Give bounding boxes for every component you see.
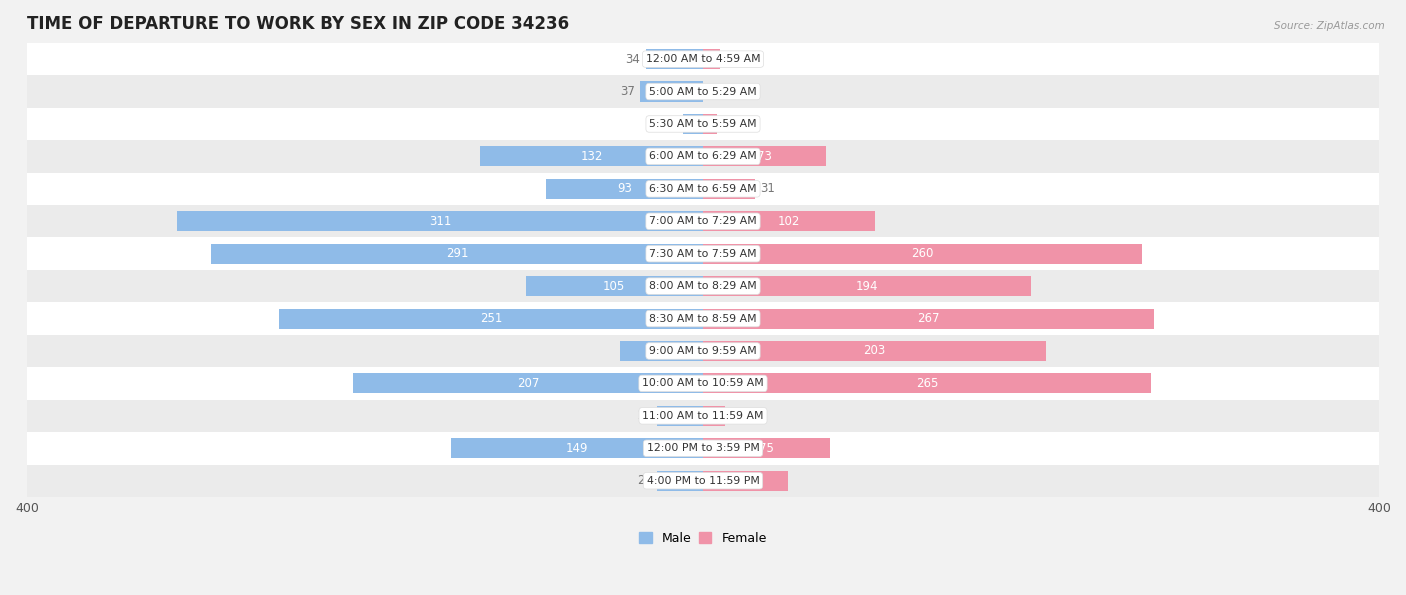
Text: 6:30 AM to 6:59 AM: 6:30 AM to 6:59 AM: [650, 184, 756, 194]
Bar: [27, 432, 1379, 465]
Bar: [645, 49, 703, 69]
Bar: [703, 374, 1152, 393]
Bar: [451, 439, 703, 458]
Bar: [27, 367, 1379, 400]
Text: 11:00 AM to 11:59 AM: 11:00 AM to 11:59 AM: [643, 411, 763, 421]
Bar: [683, 114, 703, 134]
Bar: [353, 374, 703, 393]
Text: 8: 8: [721, 117, 728, 130]
Bar: [703, 341, 1046, 361]
Bar: [703, 406, 725, 426]
Bar: [177, 211, 703, 231]
Bar: [703, 243, 1143, 264]
Text: 265: 265: [915, 377, 938, 390]
Bar: [27, 465, 1379, 497]
Text: TIME OF DEPARTURE TO WORK BY SEX IN ZIP CODE 34236: TIME OF DEPARTURE TO WORK BY SEX IN ZIP …: [27, 15, 569, 33]
Bar: [526, 276, 703, 296]
Bar: [27, 335, 1379, 367]
Bar: [658, 406, 703, 426]
Bar: [479, 146, 703, 167]
Text: 31: 31: [761, 182, 775, 195]
Bar: [27, 237, 1379, 270]
Text: 0: 0: [709, 85, 716, 98]
Bar: [278, 309, 703, 328]
Text: 8:00 AM to 8:29 AM: 8:00 AM to 8:29 AM: [650, 281, 756, 291]
Bar: [27, 270, 1379, 302]
Text: 12: 12: [662, 117, 678, 130]
Text: 105: 105: [603, 280, 626, 293]
Text: 6:00 AM to 6:29 AM: 6:00 AM to 6:29 AM: [650, 151, 756, 161]
Bar: [703, 439, 830, 458]
Text: 10:00 AM to 10:59 AM: 10:00 AM to 10:59 AM: [643, 378, 763, 389]
Text: 12:00 PM to 3:59 PM: 12:00 PM to 3:59 PM: [647, 443, 759, 453]
Text: 9:00 AM to 9:59 AM: 9:00 AM to 9:59 AM: [650, 346, 756, 356]
Text: 311: 311: [429, 215, 451, 228]
Text: 194: 194: [856, 280, 879, 293]
Text: 12:00 AM to 4:59 AM: 12:00 AM to 4:59 AM: [645, 54, 761, 64]
Bar: [27, 173, 1379, 205]
Text: Source: ZipAtlas.com: Source: ZipAtlas.com: [1274, 21, 1385, 31]
Text: 102: 102: [778, 215, 800, 228]
Text: 27: 27: [637, 474, 652, 487]
Bar: [27, 302, 1379, 335]
Text: 13: 13: [730, 409, 745, 422]
Bar: [703, 309, 1154, 328]
Text: 7:30 AM to 7:59 AM: 7:30 AM to 7:59 AM: [650, 249, 756, 259]
Text: 34: 34: [626, 52, 641, 65]
Text: 203: 203: [863, 345, 886, 358]
Text: 49: 49: [654, 345, 669, 358]
Bar: [27, 43, 1379, 76]
Text: 8:30 AM to 8:59 AM: 8:30 AM to 8:59 AM: [650, 314, 756, 324]
Text: 207: 207: [517, 377, 540, 390]
Text: 267: 267: [917, 312, 939, 325]
Text: 149: 149: [565, 442, 588, 455]
Text: 50: 50: [738, 474, 752, 487]
Text: 27: 27: [637, 409, 652, 422]
Bar: [27, 140, 1379, 173]
Bar: [703, 276, 1031, 296]
Bar: [27, 400, 1379, 432]
Bar: [546, 178, 703, 199]
Bar: [703, 211, 876, 231]
Bar: [620, 341, 703, 361]
Legend: Male, Female: Male, Female: [634, 527, 772, 550]
Bar: [703, 114, 717, 134]
Text: 4:00 PM to 11:59 PM: 4:00 PM to 11:59 PM: [647, 476, 759, 486]
Bar: [703, 49, 720, 69]
Bar: [27, 76, 1379, 108]
Bar: [703, 146, 827, 167]
Text: 75: 75: [759, 442, 773, 455]
Bar: [703, 471, 787, 491]
Bar: [27, 205, 1379, 237]
Text: 5:00 AM to 5:29 AM: 5:00 AM to 5:29 AM: [650, 86, 756, 96]
Bar: [27, 108, 1379, 140]
Text: 37: 37: [620, 85, 636, 98]
Text: 93: 93: [617, 182, 631, 195]
Bar: [703, 178, 755, 199]
Text: 5:30 AM to 5:59 AM: 5:30 AM to 5:59 AM: [650, 119, 756, 129]
Text: 251: 251: [479, 312, 502, 325]
Text: 7:00 AM to 7:29 AM: 7:00 AM to 7:29 AM: [650, 216, 756, 226]
Bar: [658, 471, 703, 491]
Text: 73: 73: [758, 150, 772, 163]
Text: 10: 10: [725, 52, 740, 65]
Text: 132: 132: [581, 150, 603, 163]
Text: 260: 260: [911, 247, 934, 260]
Text: 291: 291: [446, 247, 468, 260]
Bar: [641, 82, 703, 102]
Bar: [211, 243, 703, 264]
